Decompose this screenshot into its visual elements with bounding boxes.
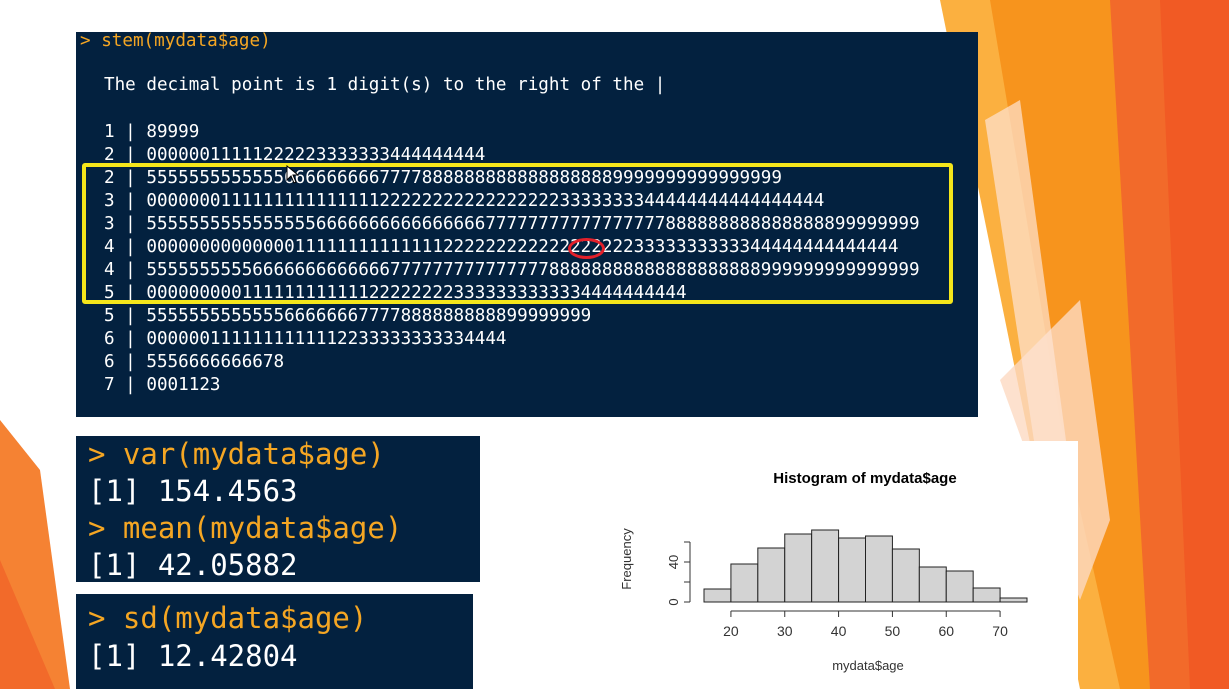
stem-row: 4 | 000000000000001111111111111122222222… <box>104 236 898 259</box>
histogram-bar <box>972 587 1001 603</box>
chart-title: Histogram of mydata$age <box>773 470 956 487</box>
stem-value: 2 <box>104 145 115 165</box>
sd-console: > sd(mydata$age) [1] 12.42804 <box>76 594 473 689</box>
stem-value: 6 <box>104 352 115 372</box>
var-mean-console: > var(mydata$age) [1] 154.4563 > mean(myda… <box>76 436 480 582</box>
x-tick-label: 20 <box>723 623 739 639</box>
stem-leaves: 5555555555555666666666777788888888888888… <box>146 168 782 188</box>
stem-value: 2 <box>104 168 115 188</box>
x-tick-label: 30 <box>777 623 793 639</box>
histogram-bar <box>945 570 974 603</box>
stem-row: 6 | 0000001111111111112233333333334444 <box>104 328 507 351</box>
x-tick-label: 70 <box>992 623 1008 639</box>
stem-value: 5 <box>104 283 115 303</box>
stem-row: 3 | 555555555555555566666666666666667777… <box>104 213 920 236</box>
console-line: [1] 154.4563 <box>88 473 298 509</box>
stem-leaves: 5556666666678 <box>146 352 285 372</box>
stem-separator: | <box>114 168 147 188</box>
y-axis-label: Frequency <box>619 528 634 590</box>
histogram-bar <box>838 537 867 603</box>
console-output: [1] 154.4563 <box>88 474 298 508</box>
stem-value: 7 <box>104 375 115 395</box>
stem-row: 1 | 89999 <box>104 121 199 144</box>
stem-value: 1 <box>104 122 115 142</box>
stem-value: 4 <box>104 237 115 257</box>
stem-note: The decimal point is 1 digit(s) to the r… <box>104 75 666 95</box>
console-command: var(mydata$age) <box>122 437 385 471</box>
stem-separator: | <box>114 329 147 349</box>
stem-leaves: 00000011111222223333333444444444 <box>146 145 486 165</box>
histogram-bars <box>703 529 1028 603</box>
console-line: > sd(mydata$age) <box>88 600 367 636</box>
stem-separator: | <box>114 191 147 211</box>
stem-row: 5 | 000000000111111111111222222223333333… <box>104 282 687 305</box>
stem-row: 2 | 555555555555566666666677778888888888… <box>104 167 782 190</box>
mouse-cursor-icon <box>286 165 300 184</box>
stem-leaves: 0000000111111111111111222222222222222223… <box>146 191 825 211</box>
y-tick-label: 40 <box>666 555 681 569</box>
stem-value: 6 <box>104 329 115 349</box>
x-tick-label: 50 <box>885 623 901 639</box>
console-prompt: > <box>88 437 123 471</box>
x-axis: 20 30 40 50 60 70 <box>723 610 1008 639</box>
console-prompt: > <box>88 601 123 635</box>
histogram-bar <box>784 533 813 603</box>
stem-leaves: 5555555555555666666677778888888888999999… <box>146 306 592 326</box>
stem-separator: | <box>114 375 147 395</box>
circle-annotation <box>568 238 605 259</box>
stem-row: 5 | 555555555555566666667777888888888899… <box>104 305 591 328</box>
stem-separator: | <box>114 306 147 326</box>
histogram-panel: Histogram of mydata$age mydata$age Frequ… <box>528 441 1078 689</box>
console-line: [1] 12.42804 <box>88 638 298 674</box>
stem-row: 2 | 00000011111222223333333444444444 <box>104 144 485 167</box>
stem-value: 3 <box>104 191 115 211</box>
console-line: > mean(mydata$age) <box>88 510 402 546</box>
histogram-bar <box>811 529 840 603</box>
stem-row: 6 | 5556666666678 <box>104 351 284 374</box>
stem-row: 7 | 0001123 <box>104 374 221 397</box>
stem-leaves: 5555555555555555666666666666666677777777… <box>146 214 920 234</box>
stem-leaves: 0001123 <box>146 375 221 395</box>
histogram-bar <box>703 588 732 603</box>
stem-separator: | <box>114 214 147 234</box>
console-command: sd(mydata$age) <box>122 601 368 635</box>
y-tick-label: 0 <box>666 598 681 605</box>
histogram-bar <box>757 547 786 603</box>
console-line: [1] 42.05882 <box>88 547 298 583</box>
x-tick-label: 60 <box>938 623 954 639</box>
histogram-bar <box>918 566 947 603</box>
histogram-bar <box>730 563 759 603</box>
stem-separator: | <box>114 122 147 142</box>
stem-separator: | <box>114 283 147 303</box>
console-prompt: > <box>88 511 123 545</box>
x-axis-label: mydata$age <box>832 658 904 673</box>
stem-value: 4 <box>104 260 115 280</box>
stem-command: > stem(mydata$age) <box>80 31 271 51</box>
stem-separator: | <box>114 352 147 372</box>
stem-leaves: 5555555555666666666666677777777777777788… <box>146 260 920 280</box>
stem-separator: | <box>114 260 147 280</box>
stem-leaves: 89999 <box>146 122 200 142</box>
stem-row: 4 | 555555555566666666666667777777777777… <box>104 259 920 282</box>
histogram-chart: Histogram of mydata$age mydata$age Frequ… <box>619 470 1028 673</box>
stem-value: 5 <box>104 306 115 326</box>
histogram-bar <box>891 548 920 603</box>
histogram-bar <box>865 535 893 603</box>
stem-separator: | <box>114 145 147 165</box>
stem-leaves: 0000000001111111111112222222233333333333… <box>146 283 687 303</box>
stem-value: 3 <box>104 214 115 234</box>
x-tick-label: 40 <box>831 623 847 639</box>
stem-leaves: 0000001111111111112233333333334444 <box>146 329 507 349</box>
stem-console: > stem(mydata$age) The decimal point is … <box>76 31 978 417</box>
console-command: mean(mydata$age) <box>122 511 403 545</box>
histogram-bar <box>999 597 1028 603</box>
console-output: [1] 12.42804 <box>88 639 298 673</box>
stem-separator: | <box>114 237 147 257</box>
console-line: > var(mydata$age) <box>88 436 385 472</box>
highlight-box <box>82 163 953 304</box>
stem-leaves: 0000000000000011111111111111222222222222… <box>146 237 899 257</box>
y-axis: 0 40 <box>666 541 691 606</box>
console-output: [1] 42.05882 <box>88 548 298 582</box>
stem-row: 3 | 000000011111111111111122222222222222… <box>104 190 824 213</box>
